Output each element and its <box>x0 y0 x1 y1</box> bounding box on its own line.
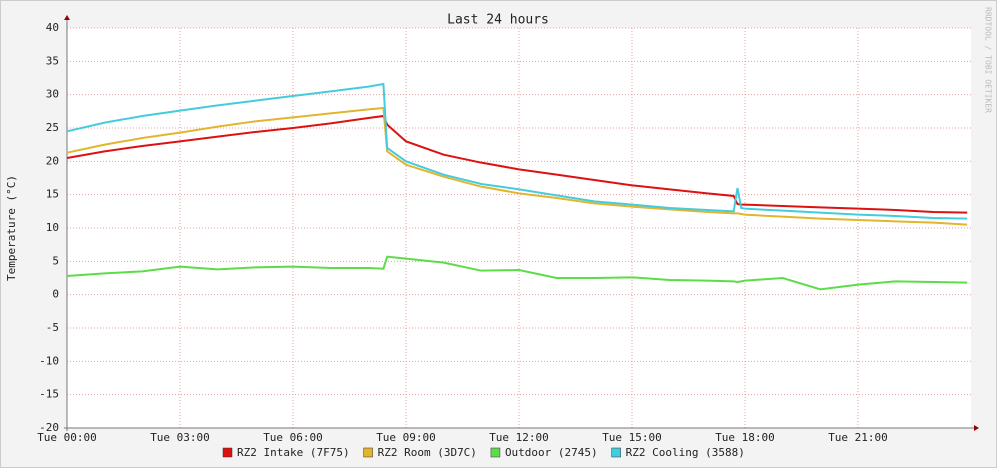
x-tick-label: Tue 15:00 <box>602 431 662 444</box>
axis-arrow <box>974 425 979 431</box>
axis-arrow <box>64 15 70 20</box>
y-tick-label: 10 <box>46 221 59 234</box>
series-line <box>66 114 968 214</box>
y-tick-label: 35 <box>46 54 59 67</box>
x-tick-label: Tue 09:00 <box>376 431 436 444</box>
legend: RZ2 Intake (7F75) RZ2 Room (3D7C) Outdoor … <box>222 446 745 459</box>
y-tick-label: 15 <box>46 188 59 201</box>
y-tick-label: 5 <box>52 254 59 267</box>
y-tick-label: 0 <box>52 288 59 301</box>
y-tick-label: -15 <box>39 388 59 401</box>
legend-swatch <box>363 447 373 458</box>
legend-label: RZ2 Intake (7F75) <box>237 446 350 459</box>
y-tick-label: 20 <box>46 154 59 167</box>
y-axis-label: Temperature (°C) <box>5 175 18 281</box>
legend-swatch <box>490 447 501 458</box>
watermark: RRDTOOL / TOBI OETIKER <box>984 7 993 113</box>
x-tick-label: Tue 06:00 <box>263 431 323 444</box>
legend-label: RZ2 Room (3D7C) <box>378 446 477 459</box>
y-tick-label: 25 <box>46 121 59 134</box>
y-tick-label: 30 <box>46 88 59 101</box>
x-tick-label: Tue 12:00 <box>489 431 549 444</box>
y-tick-label: -10 <box>39 354 59 367</box>
series-line <box>66 82 968 220</box>
chart-title: Last 24 hours <box>447 13 549 28</box>
series-line <box>66 255 968 291</box>
y-tick-label: -20 <box>39 421 59 434</box>
x-tick-label: Tue 18:00 <box>715 431 775 444</box>
series-line <box>66 106 968 226</box>
legend-swatch <box>611 447 621 458</box>
y-tick-label: 40 <box>46 21 59 34</box>
x-tick-label: Tue 03:00 <box>150 431 210 444</box>
legend-label: RZ2 Cooling (3588) <box>626 446 745 459</box>
legend-swatch <box>222 447 233 458</box>
x-tick-label: Tue 00:00 <box>37 431 97 444</box>
x-tick-label: Tue 21:00 <box>828 431 888 444</box>
legend-label: Outdoor (2745) <box>505 446 598 459</box>
y-tick-label: -5 <box>46 321 59 334</box>
